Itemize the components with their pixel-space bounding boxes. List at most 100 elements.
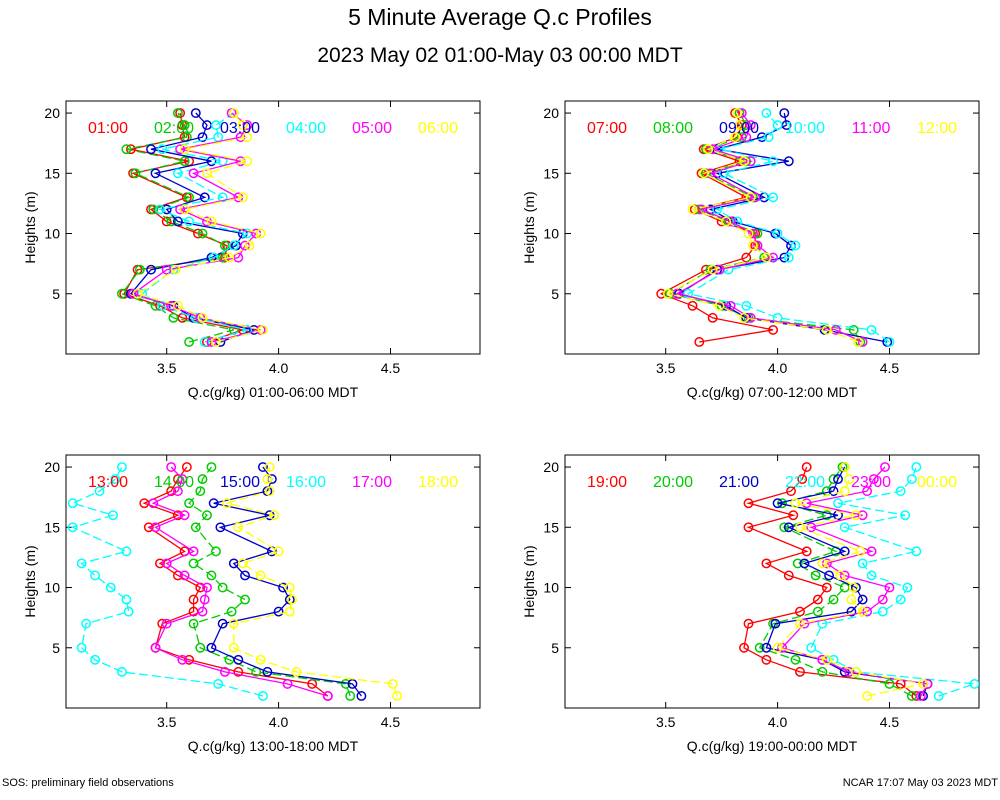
data-point [291,666,302,677]
data-point [244,240,255,251]
series-line-0000 [776,466,924,697]
series-group [116,108,268,347]
data-point [184,654,195,665]
data-point [714,300,725,311]
series-line-1900 [743,466,917,697]
data-point [866,546,877,557]
data-point [210,546,221,557]
y-axis-label: Heights (m) [22,545,38,617]
data-point [828,486,839,497]
data-point [172,216,183,227]
data-point [179,204,190,215]
data-point [828,654,839,665]
data-point [257,691,268,701]
data-point [81,618,92,629]
data-point [761,108,772,118]
legend-label: 16:00 [286,474,326,491]
data-point [278,582,289,593]
data-point [217,618,228,629]
data-point [806,642,817,653]
y-tick-label: 10 [44,580,60,596]
data-point [240,570,250,581]
plot-frame [65,100,481,355]
data-point [228,108,239,118]
data-point [233,666,244,677]
data-point [795,522,805,533]
data-point [812,594,823,605]
data-point [835,570,846,581]
legend-label: 07:00 [587,120,627,137]
data-point [76,558,87,569]
data-point [801,546,812,557]
data-point [228,240,239,251]
data-point [282,678,293,689]
data-point [812,606,823,617]
data-point [922,678,933,689]
data-point [150,168,161,179]
y-tick-label: 15 [543,519,559,535]
footer-note: SOS: preliminary field observations [2,777,174,789]
data-point [206,156,217,167]
data-point [255,228,266,239]
data-point [184,337,195,347]
data-point [783,522,794,533]
footer-timestamp: NCAR 17:07 May 03 2023 MDT [842,777,998,789]
data-point [739,642,749,653]
data-point [179,144,190,155]
data-point [94,486,105,497]
x-tick-label: 3.5 [157,714,177,730]
data-point [902,582,913,593]
data-point [703,144,714,155]
data-point [172,168,183,179]
data-point [853,337,864,347]
data-point [768,324,779,335]
plot-frame [564,454,980,709]
data-point [224,252,235,263]
data-point [233,522,244,533]
data-point [197,228,208,239]
data-point [202,510,212,521]
x-tick-label: 4.5 [880,360,900,376]
legend-label: 00:00 [917,474,957,491]
data-point [387,678,398,689]
data-point [237,558,248,569]
x-axis-label: Q.c(g/kg) 13:00-18:00 MDT [188,738,359,754]
page-subtitle: 2023 May 02 01:00-May 03 00:00 MDT [317,44,683,67]
x-tick-label: 4.5 [381,360,401,376]
data-point [911,546,922,557]
data-point [392,691,403,701]
x-tick-label: 4.5 [381,714,401,730]
data-point [880,462,890,472]
data-point [202,168,212,179]
data-point [179,570,190,581]
data-point [792,558,803,569]
data-point [166,486,177,497]
data-point [121,594,132,605]
data-point [219,666,230,677]
plot-frame [564,100,980,355]
data-point [197,474,208,485]
data-point [857,594,868,605]
data-point [884,337,895,347]
x-axis-label: Q.c(g/kg) 07:00-12:00 MDT [687,384,858,400]
data-point [707,264,718,275]
data-point [795,666,805,677]
data-point [215,522,226,533]
data-point [687,204,698,215]
data-point [257,324,268,335]
data-point [915,691,926,701]
data-point [761,558,772,569]
data-point [772,498,783,509]
data-point [262,666,273,677]
data-point [188,618,199,629]
data-point [748,228,758,239]
data-point [745,192,756,203]
data-point [264,486,275,497]
data-point [206,216,217,227]
data-point [177,654,188,665]
data-point [817,558,828,569]
y-tick-label: 5 [551,640,559,656]
y-tick-label: 15 [543,165,559,181]
x-tick-label: 4.0 [269,714,289,730]
data-point [866,324,877,335]
